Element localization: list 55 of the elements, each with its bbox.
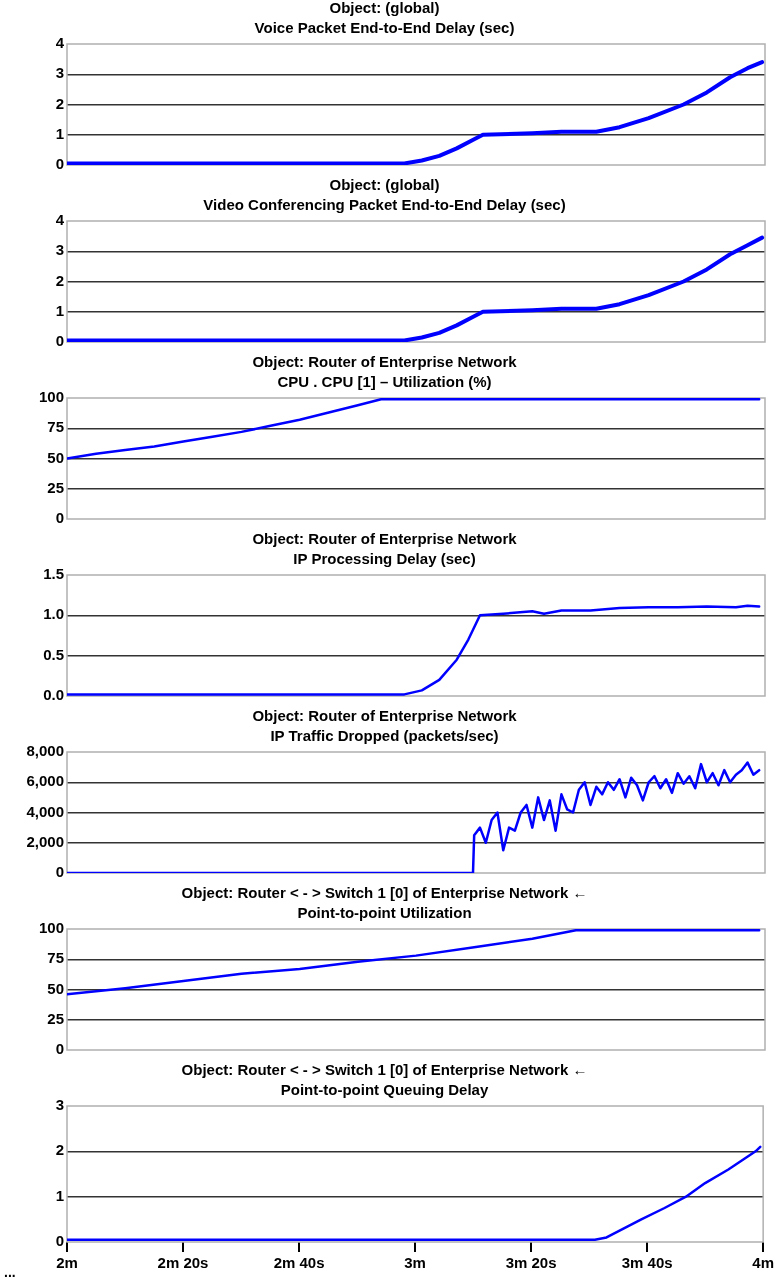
y-tick-label: 4 (55, 34, 65, 52)
chart-title: Object: Router of Enterprise Network (252, 707, 518, 725)
y-tick-label: 1 (55, 124, 64, 142)
y-tick-label: 75 (47, 949, 64, 967)
y-tick-label: 1.5 (43, 565, 64, 583)
chart-subtitle: Video Conferencing Packet End-to-End Delay (sec) (203, 196, 566, 214)
y-tick-label: 3 (55, 1096, 64, 1114)
x-tick-label: 3m 20s (505, 1254, 557, 1272)
chart-subtitle: IP Traffic Dropped (packets/sec) (270, 727, 499, 745)
y-tick-label: 1 (55, 301, 64, 319)
y-tick-label: 0 (55, 1232, 64, 1250)
y-tick-label: 0 (55, 155, 64, 173)
chart-subtitle: IP Processing Delay (sec) (293, 550, 476, 568)
y-tick-label: 2 (55, 1141, 64, 1159)
chart-subtitle: CPU . CPU [1] – Utilization (%) (277, 373, 492, 391)
y-tick-label: 3 (55, 64, 64, 82)
y-tick-label: 0.5 (43, 645, 64, 663)
y-tick-label: 50 (47, 979, 64, 997)
text: ... (4, 1263, 16, 1280)
y-tick-label: 75 (47, 418, 64, 436)
y-tick-label: 25 (47, 1009, 64, 1027)
x-tick-label: 2m (56, 1254, 78, 1272)
y-tick-label: 0.0 (43, 686, 64, 704)
chart-title: Object: Router of Enterprise Network (252, 353, 518, 371)
y-tick-label: 0 (55, 863, 64, 881)
x-tick-label: 3m 40s (621, 1254, 673, 1272)
x-tick-label: 2m 20s (157, 1254, 209, 1272)
chart-title: Object: (global) (329, 176, 440, 194)
y-tick-label: 4 (55, 211, 65, 229)
x-tick-label: 2m 40s (273, 1254, 325, 1272)
y-tick-label: 50 (47, 448, 64, 466)
chart-title: Object: Router of Enterprise Network (252, 530, 518, 548)
y-tick-label: 0 (55, 1040, 64, 1058)
y-tick-label: 100 (38, 919, 64, 937)
chart-title: Object: Router < - > Switch 1 [0] of Enterprise Network ← (181, 1061, 588, 1079)
y-tick-label: 0 (55, 509, 64, 527)
y-tick-label: 2 (55, 94, 64, 112)
y-tick-label: 6,000 (26, 772, 64, 790)
y-tick-label: 100 (38, 388, 64, 406)
chart-title: Object: (global) (329, 0, 440, 17)
chart-subtitle: Point-to-point Utilization (297, 904, 472, 922)
chart-subtitle: Voice Packet End-to-End Delay (sec) (254, 19, 515, 37)
y-tick-label: 1.0 (43, 605, 64, 623)
y-tick-label: 25 (47, 478, 64, 496)
y-tick-label: 2,000 (26, 832, 64, 850)
y-tick-label: 1 (55, 1186, 64, 1204)
y-tick-label: 2 (55, 271, 64, 289)
x-tick-label: 3m (404, 1254, 426, 1272)
chart-subtitle: Point-to-point Queuing Delay (280, 1081, 489, 1099)
y-tick-label: 8,000 (26, 742, 64, 760)
x-tick-label: 4m (752, 1254, 774, 1272)
y-tick-label: 0 (55, 332, 64, 350)
y-tick-label: 3 (55, 241, 64, 259)
y-tick-label: 4,000 (26, 802, 64, 820)
chart-title: Object: Router < - > Switch 1 [0] of Enterprise Network ← (181, 884, 588, 902)
